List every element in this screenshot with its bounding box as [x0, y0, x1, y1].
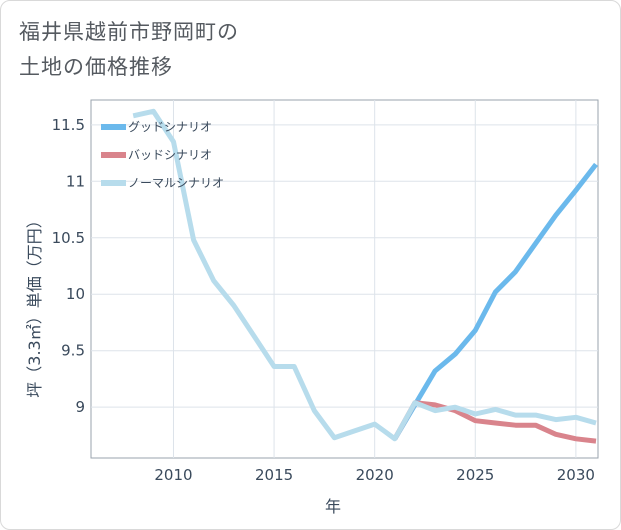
chart-title-line-1: 福井県越前市野岡町の: [19, 20, 239, 44]
legend-label: グッドシナリオ: [128, 120, 212, 134]
x-tick-label: 2010: [154, 466, 192, 484]
legend-label: ノーマルシナリオ: [128, 176, 224, 190]
y-axis-title: 坪（3.3㎡）単価（万円）: [25, 212, 44, 397]
legend-item: バッドシナリオ: [101, 148, 212, 162]
series-line-1: [392, 162, 598, 441]
legend-label: バッドシナリオ: [128, 148, 212, 162]
y-tick-label: 9.5: [61, 342, 85, 360]
y-tick-label: 11.5: [52, 116, 85, 134]
series-lines: [132, 108, 598, 444]
x-tick-label: 2030: [557, 466, 595, 484]
x-tick-label: 2020: [356, 466, 394, 484]
y-tick-label: 10.5: [52, 229, 85, 247]
x-tick-label: 2025: [456, 466, 494, 484]
legend-item: グッドシナリオ: [101, 120, 212, 134]
y-tick-label: 11: [66, 172, 85, 190]
chart-title-line-2: 土地の価格推移: [19, 55, 173, 79]
x-tick-label: 2015: [255, 466, 293, 484]
x-tick-labels: 2010 2015 2020 2025 2030: [154, 466, 595, 484]
x-axis-title: 年: [325, 497, 341, 516]
series-line-3: [132, 108, 597, 442]
legend-item: ノーマルシナリオ: [101, 176, 224, 190]
y-tick-label: 9: [75, 398, 85, 416]
chart-title: 福井県越前市野岡町の 土地の価格推移: [19, 15, 239, 85]
grid-lines: [91, 100, 598, 458]
y-tick-label: 10: [66, 285, 85, 303]
series-line-2: [392, 400, 597, 444]
y-tick-labels: 9 9.5 10 10.5 11 11.5: [52, 116, 85, 416]
